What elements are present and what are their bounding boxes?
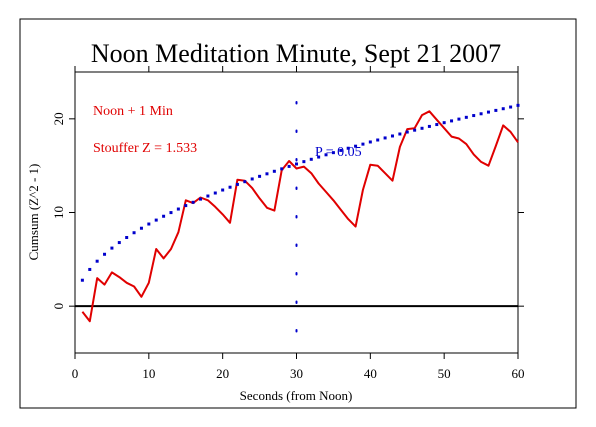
- x-tick-label: 60: [512, 366, 525, 381]
- threshold-point: [302, 160, 306, 164]
- cumsum-series-line: [81, 110, 519, 323]
- threshold-point: [368, 140, 372, 144]
- threshold-point: [354, 144, 358, 148]
- threshold-point: [435, 123, 439, 127]
- threshold-point: [398, 132, 402, 136]
- threshold-point: [420, 126, 424, 130]
- threshold-point: [169, 211, 173, 215]
- x-tick-label: 20: [216, 366, 229, 381]
- threshold-point: [427, 124, 431, 128]
- chart-title: Noon Meditation Minute, Sept 21 2007: [91, 39, 501, 68]
- p-value-label: P = 0.05: [315, 145, 362, 160]
- threshold-point: [457, 117, 461, 121]
- threshold-point: [258, 174, 262, 178]
- threshold-point: [464, 115, 468, 119]
- threshold-point: [176, 207, 180, 211]
- threshold-point: [125, 236, 129, 240]
- threshold-point: [213, 191, 217, 195]
- x-tick-label: 0: [72, 366, 79, 381]
- threshold-point: [117, 241, 121, 245]
- threshold-point: [361, 142, 365, 146]
- threshold-point: [280, 167, 284, 171]
- threshold-point: [486, 110, 490, 114]
- y-tick-label: 20: [51, 112, 66, 125]
- threshold-point: [162, 214, 166, 218]
- threshold-point: [184, 204, 188, 208]
- stouffer-label: Stouffer Z = 1.533: [93, 141, 197, 156]
- series-group: [80, 103, 520, 323]
- x-tick-label: 40: [364, 366, 377, 381]
- threshold-point: [139, 226, 143, 230]
- x-tick-label: 10: [142, 366, 155, 381]
- threshold-point: [228, 185, 232, 189]
- threshold-point: [472, 114, 476, 118]
- threshold-point: [331, 151, 335, 155]
- threshold-point: [317, 155, 321, 159]
- threshold-point: [235, 182, 239, 186]
- threshold-point: [221, 188, 225, 192]
- y-axis: 0 10 20: [51, 112, 524, 309]
- threshold-point: [88, 267, 92, 271]
- x-tick-label: 30: [290, 366, 303, 381]
- threshold-point: [295, 162, 298, 166]
- y-tick-label: 10: [51, 206, 66, 219]
- threshold-point: [154, 218, 158, 222]
- y-axis-label: Cumsum (Z^2 - 1): [26, 164, 41, 261]
- x-axis: 0 10 20 30 40 50 60: [72, 66, 525, 381]
- threshold-point: [442, 121, 446, 125]
- threshold-point: [191, 200, 195, 204]
- threshold-point: [95, 259, 99, 263]
- threshold-point: [516, 103, 520, 107]
- threshold-point: [390, 134, 394, 138]
- threshold-point: [413, 128, 417, 132]
- threshold-point: [324, 153, 328, 157]
- threshold-point: [103, 252, 107, 256]
- outer-frame: [19, 18, 577, 409]
- window-label: Noon + 1 Min: [93, 104, 173, 119]
- threshold-point: [250, 177, 254, 181]
- reference-lines: [75, 101, 518, 340]
- threshold-point: [110, 246, 114, 250]
- threshold-point: [243, 180, 247, 184]
- y-tick-label: 0: [51, 303, 66, 310]
- x-axis-label: Seconds (from Noon): [240, 388, 353, 403]
- threshold-point: [346, 146, 350, 150]
- threshold-point: [383, 136, 387, 140]
- threshold-point: [494, 108, 498, 112]
- threshold-point: [272, 169, 276, 173]
- threshold-point: [287, 164, 291, 168]
- threshold-point: [199, 197, 203, 201]
- threshold-point: [450, 119, 454, 123]
- threshold-point: [147, 222, 151, 226]
- x-tick-label: 50: [438, 366, 451, 381]
- threshold-point: [309, 157, 313, 161]
- threshold-point: [509, 105, 513, 109]
- threshold-point: [339, 148, 343, 152]
- threshold-point: [479, 112, 483, 116]
- threshold-point: [132, 231, 136, 235]
- threshold-point: [501, 107, 505, 111]
- threshold-point: [265, 172, 269, 176]
- threshold-point: [80, 278, 84, 282]
- threshold-point: [405, 130, 409, 134]
- threshold-point: [206, 194, 210, 198]
- threshold-point: [376, 138, 380, 142]
